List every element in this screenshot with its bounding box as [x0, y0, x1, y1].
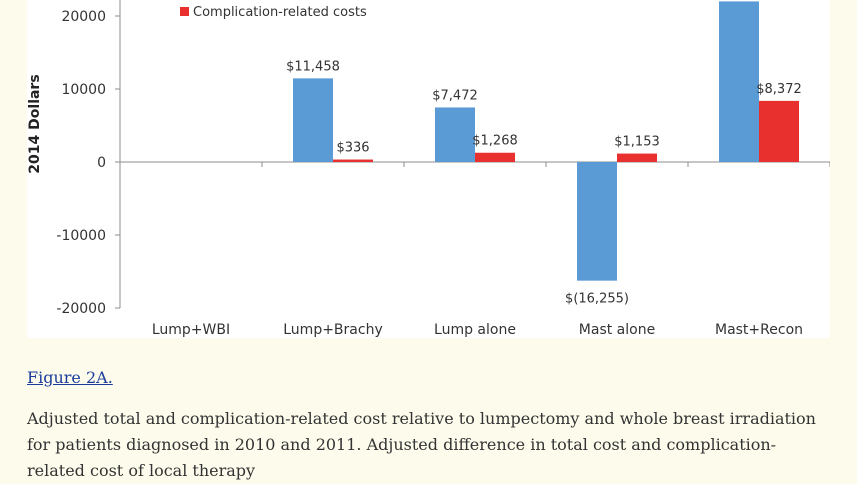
bar-chart: 20000 10000 0 -10000 -20000 2014 Dollars Lump+… [27, 0, 830, 338]
x-category-label: Lump+WBI [152, 322, 230, 338]
data-label: $7,472 [432, 88, 478, 103]
y-tick-label: 10000 [61, 82, 106, 98]
legend-swatch-complication [180, 7, 189, 16]
bar-complication-1 [333, 159, 373, 162]
bar-complication-3 [617, 153, 657, 162]
figure-link[interactable]: Figure 2A. [27, 368, 113, 387]
data-label: $11,458 [286, 59, 340, 74]
bar-total-2 [435, 107, 475, 162]
bar-total-4 [719, 1, 759, 163]
data-label: $(16,255) [565, 292, 629, 307]
y-tick-label: -20000 [56, 301, 106, 317]
data-label: $8,372 [756, 82, 802, 97]
bar-complication-4 [759, 100, 799, 162]
data-label: $1,153 [614, 135, 660, 150]
x-category-label: Mast alone [579, 322, 655, 338]
y-tick-label: 0 [97, 155, 106, 171]
chart-area: 20000 10000 0 -10000 -20000 2014 Dollars Lump+… [27, 0, 830, 338]
figure-caption: Adjusted total and complication-related … [27, 409, 816, 480]
y-axis-title: 2014 Dollars [27, 74, 43, 173]
x-category-label: Lump alone [434, 322, 516, 338]
bar-total-3 [577, 162, 617, 281]
bar-complication-2 [475, 152, 515, 162]
data-label: $336 [336, 141, 369, 156]
y-tick-label: -10000 [56, 228, 106, 244]
x-category-label: Lump+Brachy [283, 322, 382, 338]
bar-total-1 [293, 78, 333, 162]
data-label: $1,268 [472, 134, 518, 149]
x-category-label: Mast+Recon [715, 322, 803, 338]
y-tick-label: 20000 [61, 9, 106, 25]
legend-label-complication: Complication-related costs [193, 5, 367, 20]
